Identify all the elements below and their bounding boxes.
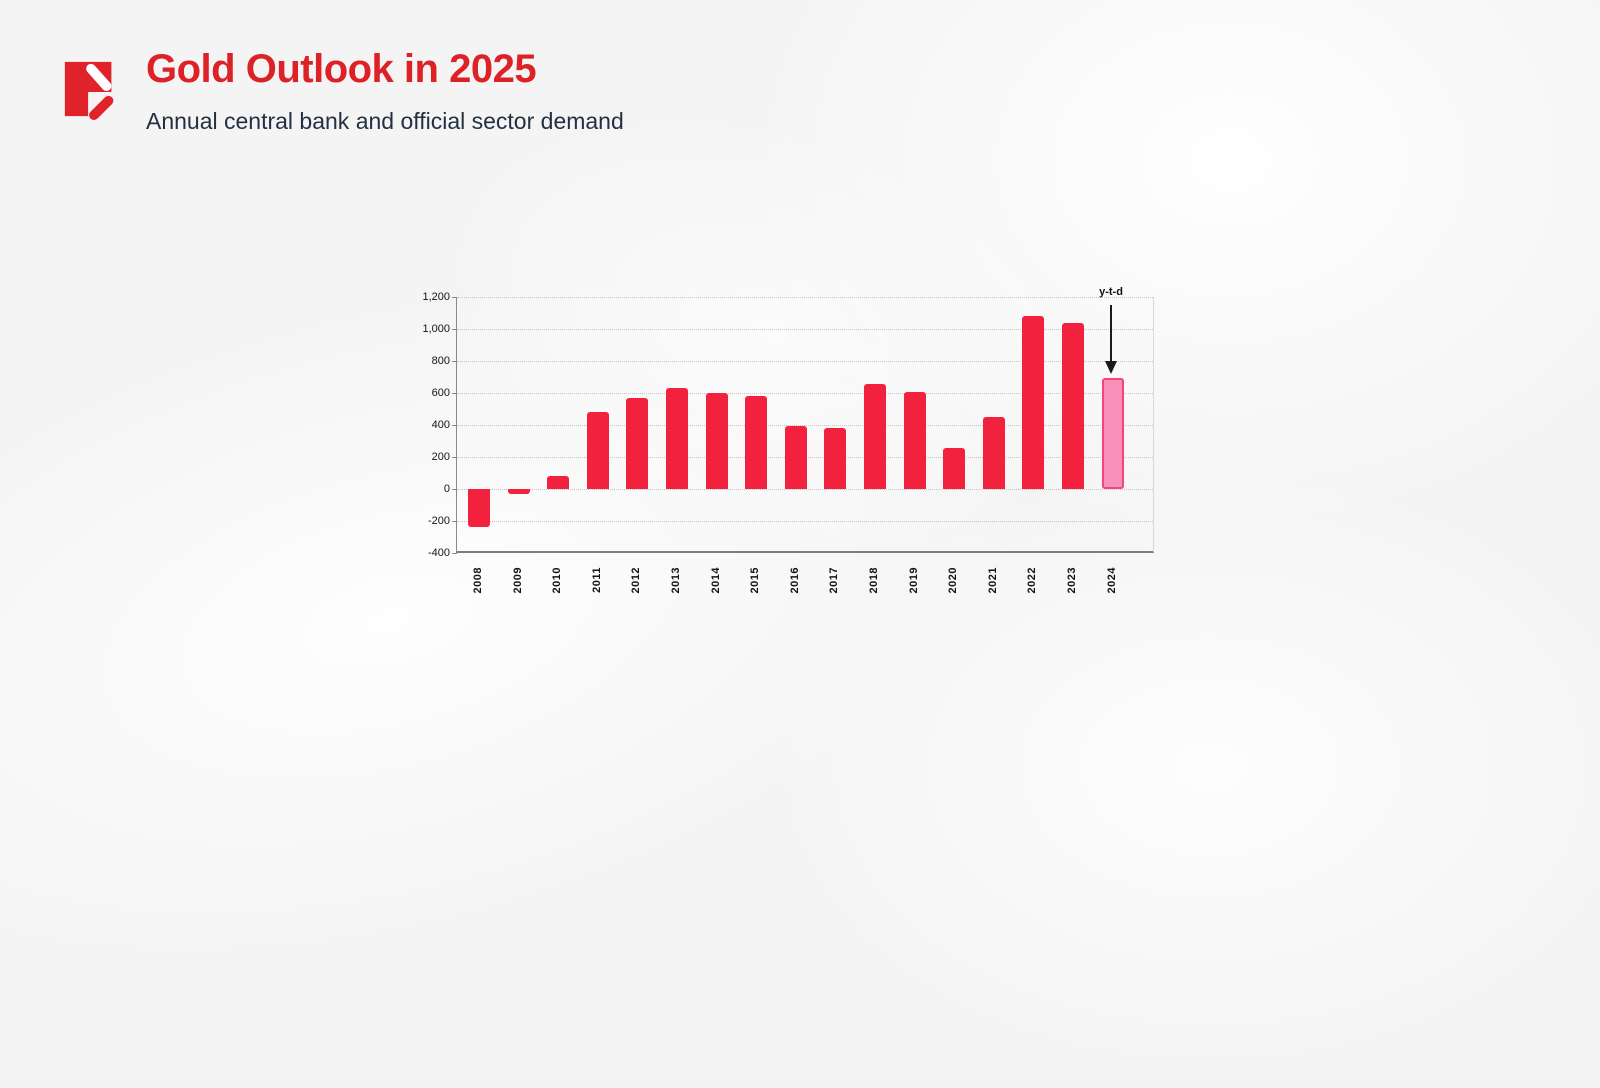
y-tick-label: 0 <box>443 483 450 495</box>
x-tick-label: 2010 <box>551 567 564 594</box>
x-tick-label: 2018 <box>868 567 880 594</box>
y-tick-label: 400 <box>431 419 450 431</box>
y-tick-mark <box>452 425 457 426</box>
x-tick-label: 2024 <box>1105 567 1118 594</box>
header: Gold Outlook in 2025 Annual central bank… <box>60 48 624 135</box>
x-tick-label: 2020 <box>947 567 960 594</box>
bar-2021 <box>982 417 1005 489</box>
x-tick-label: 2017 <box>828 567 841 594</box>
x-tick-label: 2012 <box>630 567 643 594</box>
y-tick-label: 600 <box>431 387 450 399</box>
gridline-600 <box>457 393 1153 394</box>
ytd-label: y-t-d <box>1099 286 1123 298</box>
x-tick-label: 2009 <box>511 567 524 594</box>
y-tick-label: 800 <box>431 355 450 367</box>
x-tick-label: 2019 <box>907 567 920 594</box>
bar-2024 <box>1101 377 1124 489</box>
page-title: Gold Outlook in 2025 <box>146 47 537 91</box>
page-subtitle: Annual central bank and official sector … <box>146 108 624 134</box>
x-tick-label: 2008 <box>472 567 484 594</box>
y-tick-label: -400 <box>427 547 450 559</box>
gridline--200 <box>457 521 1153 522</box>
y-axis-labels: 1,200 1,000 800 600 400 200 0 -200 -400 <box>410 291 450 559</box>
bar-2008 <box>468 489 490 527</box>
bar-2012 <box>626 397 649 489</box>
bar-2011 <box>586 412 609 489</box>
gridline-400 <box>457 425 1153 426</box>
x-tick-label: 2014 <box>709 567 722 594</box>
header-text: Gold Outlook in 2025 Annual central bank… <box>146 48 624 135</box>
y-tick-mark <box>452 553 457 554</box>
y-tick-mark <box>452 489 457 490</box>
bar-chart: 1,200 1,000 800 600 400 200 0 -200 -400 2008 2009… <box>410 275 1170 605</box>
bar-2015 <box>745 396 768 489</box>
plot-area <box>452 297 1154 554</box>
y-tick-label: 1,200 <box>422 291 450 303</box>
bar-2019 <box>903 392 926 489</box>
y-tick-mark <box>452 393 457 394</box>
x-tick-label: 2013 <box>670 567 682 594</box>
y-tick-mark <box>452 457 457 458</box>
x-tick-label: 2015 <box>749 567 762 594</box>
bar-2014 <box>705 392 728 489</box>
gridline-1000 <box>457 329 1153 330</box>
bar-2023 <box>1062 323 1084 489</box>
x-tick-label: 2022 <box>1026 567 1039 594</box>
down-arrow-icon <box>1105 305 1117 374</box>
y-tick-mark <box>452 297 457 298</box>
pen-logo-icon <box>64 61 114 121</box>
bar-2018 <box>864 384 886 489</box>
bar-2020 <box>943 448 966 489</box>
gridline-800 <box>457 361 1153 362</box>
gridline-1200 <box>457 297 1153 298</box>
bar-2022 <box>1022 315 1045 489</box>
bar-2016 <box>784 425 807 489</box>
x-tick-label: 2016 <box>788 567 801 594</box>
bar-2013 <box>666 388 688 489</box>
x-tick-label: 2021 <box>986 567 999 594</box>
y-tick-mark <box>452 521 457 522</box>
bar-2009 <box>507 489 530 495</box>
bar-2017 <box>824 428 847 489</box>
x-tick-label: 2023 <box>1066 567 1078 594</box>
y-tick-label: 200 <box>431 451 450 463</box>
gridline-0 <box>457 489 1153 490</box>
y-tick-label: -200 <box>427 515 450 527</box>
y-tick-label: 1,000 <box>422 323 450 335</box>
y-tick-mark <box>452 329 457 330</box>
x-axis-labels: 2008 2009 2010 2011 2012 2013 2014 2015 2016 2017… <box>456 561 1154 605</box>
bar-2010 <box>547 476 570 489</box>
x-tick-label: 2011 <box>590 567 603 593</box>
y-tick-mark <box>452 361 457 362</box>
